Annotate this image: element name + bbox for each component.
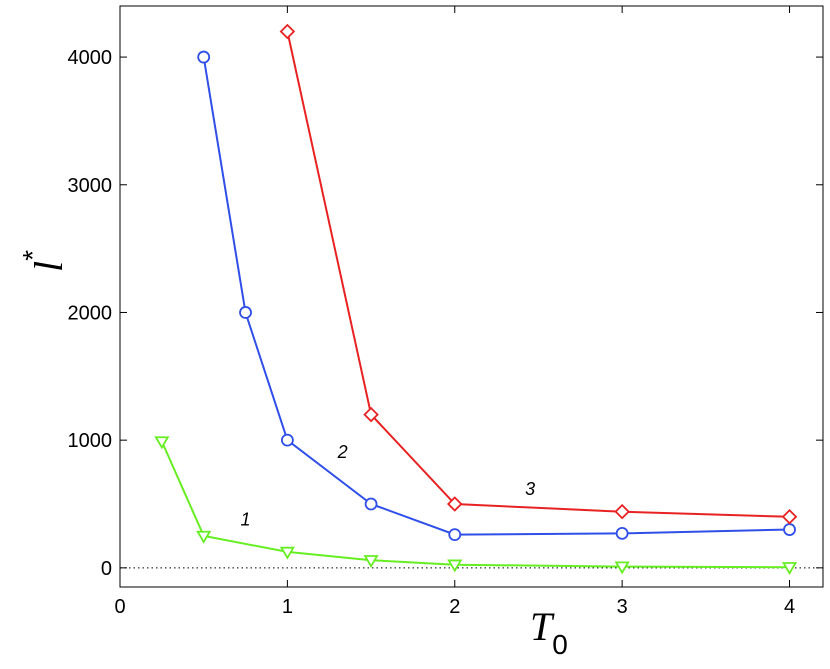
- series-layer: [154, 23, 798, 575]
- y-tick-label: 0: [101, 558, 112, 580]
- plot-area: [119, 5, 824, 588]
- data-point: [363, 555, 379, 568]
- x-tick-label: 2: [449, 596, 460, 618]
- data-point: [363, 406, 379, 423]
- y-tick-label: 2000: [68, 302, 113, 324]
- data-point: [781, 508, 798, 525]
- data-point: [614, 561, 630, 575]
- x-tick-label: 3: [617, 596, 628, 618]
- x-axis-label-subscript: 0: [552, 629, 568, 660]
- x-tick-label: 4: [784, 596, 795, 618]
- data-point: [239, 306, 252, 319]
- series-annotations: 1 2 3: [241, 442, 536, 530]
- data-point: [196, 530, 212, 544]
- data-point: [448, 528, 462, 542]
- y-tick-label: 1000: [68, 430, 113, 452]
- series-label: 2: [337, 442, 348, 462]
- data-point: [154, 436, 170, 450]
- x-axis-label-main: T: [530, 604, 555, 649]
- series-label: 1: [241, 510, 251, 530]
- series-2: [197, 50, 796, 542]
- x-axis-ticks: 0 1 2 3 4: [114, 6, 795, 618]
- series-1: [154, 436, 798, 575]
- y-axis-ticks: 0 1000 2000 3000 4000: [68, 47, 823, 580]
- data-point: [279, 23, 296, 40]
- data-point: [364, 497, 378, 511]
- y-tick-label: 3000: [68, 175, 113, 197]
- data-point: [279, 546, 295, 560]
- data-point: [447, 559, 463, 573]
- data-point: [783, 523, 796, 536]
- x-axis-label: T0: [530, 604, 568, 660]
- x-tick-label: 1: [282, 596, 293, 618]
- data-point: [615, 526, 629, 540]
- y-tick-label: 4000: [68, 47, 113, 69]
- series-label: 3: [525, 479, 535, 499]
- series-3: [279, 23, 798, 525]
- y-axis-label-main: l: [26, 261, 71, 272]
- y-axis-label-superscript: *: [17, 250, 48, 261]
- data-point: [197, 50, 211, 64]
- data-point: [614, 503, 630, 520]
- x-tick-label: 0: [114, 596, 125, 618]
- data-point: [781, 562, 798, 575]
- data-point: [280, 433, 294, 447]
- y-axis-label: l*: [17, 250, 71, 272]
- data-point: [446, 496, 463, 512]
